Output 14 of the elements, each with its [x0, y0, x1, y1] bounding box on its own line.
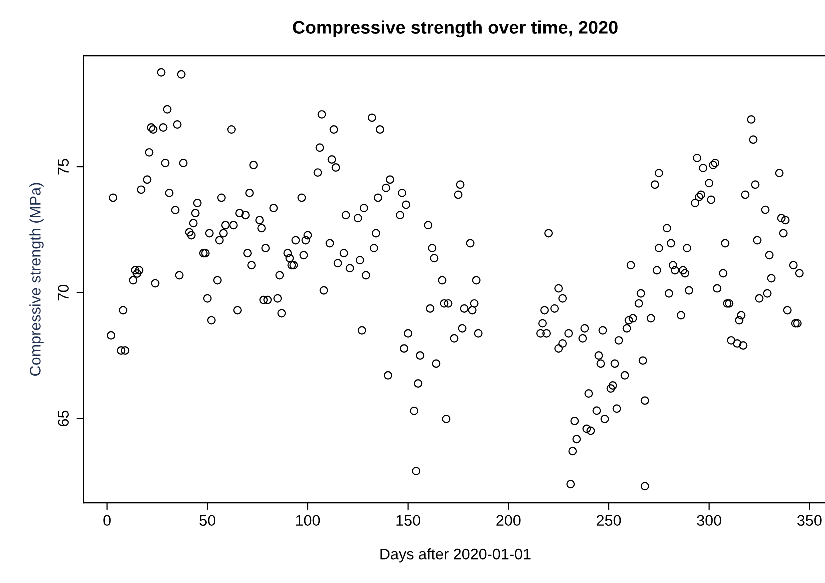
x-tick-label: 150 — [396, 515, 420, 526]
y-tick-label: 75 — [58, 159, 69, 175]
y-tick-label: 65 — [58, 410, 69, 426]
y-axis-title: Compressive strength (MPa) — [30, 183, 44, 376]
x-tick-label: 100 — [296, 515, 320, 526]
chart-title: Compressive strength over time, 2020 — [293, 20, 618, 38]
x-tick-label: 0 — [104, 515, 111, 526]
x-tick-label: 250 — [597, 515, 622, 526]
x-axis-title: Days after 2020-01-01 — [380, 548, 531, 563]
x-tick-label: 350 — [798, 515, 822, 526]
x-tick-label: 300 — [697, 515, 722, 526]
x-tick-label: 50 — [200, 515, 216, 526]
y-tick-label: 70 — [58, 284, 69, 301]
x-tick-label: 200 — [496, 515, 521, 526]
